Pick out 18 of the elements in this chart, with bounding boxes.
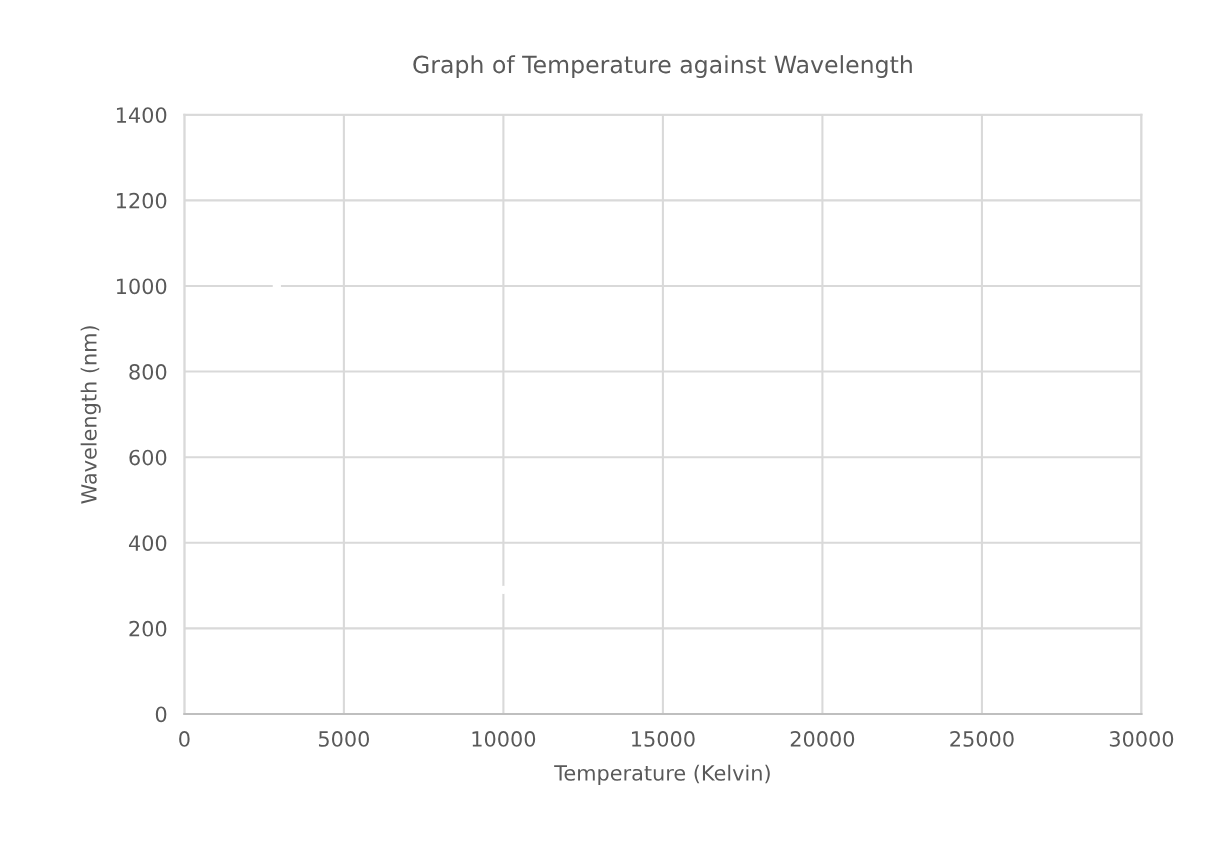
y-tick-label: 0 [155,706,167,723]
x-tick-label: 20000 [790,731,855,747]
y-axis-title: Wavelength (nm) [80,326,101,504]
y-tick-label: 800 [129,364,167,380]
x-tick-label: 25000 [950,731,1014,747]
y-tick-label: 200 [129,620,167,637]
x-tick-label: 0 [179,731,190,747]
chart-title: Graph of Temperature against Wavelength [413,55,912,78]
y-tick-label: 1000 [116,278,167,295]
x-tick-label: 30000 [1109,731,1174,747]
x-tick-label: 5000 [318,731,370,747]
y-tick-label: 1400 [116,107,167,123]
y-tick-label: 400 [128,535,167,551]
x-tick-label: 10000 [472,731,536,747]
y-tick-label: 1200 [116,192,167,209]
y-tick-label: 600 [129,449,167,466]
x-tick-label: 15000 [632,731,695,747]
x-axis-title: Temperature (Kelvin) [554,764,770,785]
